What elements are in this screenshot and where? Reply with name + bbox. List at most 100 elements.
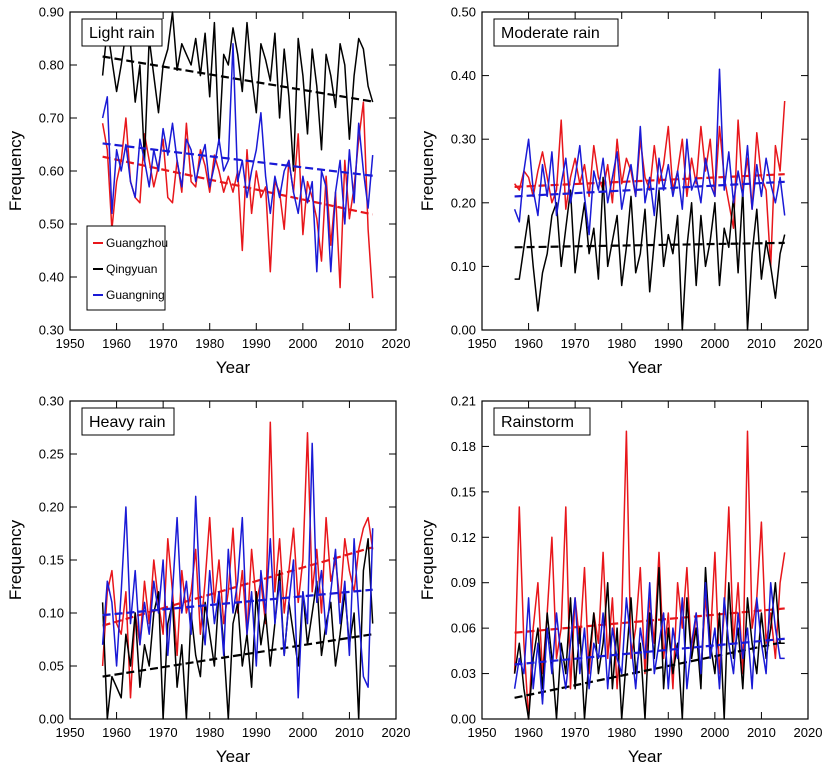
x-tick-label: 2020 bbox=[794, 725, 823, 740]
x-tick-label: 2020 bbox=[794, 336, 823, 351]
y-tick-label: 0.50 bbox=[39, 217, 64, 232]
x-tick-label: 1970 bbox=[561, 336, 590, 351]
x-tick-label: 1950 bbox=[468, 336, 497, 351]
legend-label-qingyuan: Qingyuan bbox=[106, 262, 157, 276]
x-tick-label: 2010 bbox=[747, 725, 776, 740]
trend-line-guangning bbox=[514, 637, 785, 666]
panel-title: Heavy rain bbox=[89, 414, 165, 431]
x-tick-label: 1990 bbox=[242, 336, 271, 351]
legend-label-guangzhou: Guangzhou bbox=[106, 236, 168, 250]
panel-heavy-rain: 1950 1960 1970 1980 1990 2000 2010 2020 0.00 0.05… bbox=[6, 394, 410, 767]
y-tick-label: 0.15 bbox=[451, 484, 476, 499]
y-tick-label: 0.40 bbox=[39, 270, 64, 285]
plot-frame bbox=[481, 400, 809, 720]
y-tick-label: 0.30 bbox=[39, 323, 64, 338]
series-line-qingyuan bbox=[101, 11, 374, 172]
series-line-guangzhou bbox=[101, 421, 374, 699]
y-tick-label: 0.20 bbox=[451, 195, 476, 210]
trend-line-guangning bbox=[102, 588, 373, 617]
x-tick-label: 2000 bbox=[700, 336, 729, 351]
trend-line-qingyuan bbox=[514, 241, 785, 249]
trend-line-guangning bbox=[514, 180, 785, 198]
x-tick-label: 1960 bbox=[514, 725, 543, 740]
trend-line-qingyuan bbox=[102, 633, 373, 678]
x-axis-title: Year bbox=[628, 358, 663, 377]
x-tick-label: 1980 bbox=[195, 336, 224, 351]
panel-title-box bbox=[493, 407, 591, 436]
series-line-guangning bbox=[101, 43, 374, 273]
x-tick-label: 1950 bbox=[56, 725, 85, 740]
y-axis-title: Frequency bbox=[418, 130, 437, 211]
panel-title-box bbox=[81, 407, 175, 436]
y-tick-label: 0.06 bbox=[451, 621, 476, 636]
y-tick-label: 0.12 bbox=[451, 530, 476, 545]
x-tick-label: 1990 bbox=[654, 725, 683, 740]
x-tick-label: 1950 bbox=[56, 336, 85, 351]
y-tick-label: 0.15 bbox=[39, 553, 64, 568]
y-tick-label: 0.50 bbox=[451, 5, 476, 20]
y-tick-label: 0.30 bbox=[451, 132, 476, 147]
panel-title: Moderate rain bbox=[501, 25, 600, 42]
x-tick-label: 1970 bbox=[149, 336, 178, 351]
y-axis-title: Frequency bbox=[418, 519, 437, 600]
series-line-guangning bbox=[513, 68, 786, 236]
panel-title-box bbox=[493, 18, 619, 47]
y-tick-label: 0.10 bbox=[39, 606, 64, 621]
y-tick-label: 0.40 bbox=[451, 68, 476, 83]
y-tick-label: 0.20 bbox=[39, 500, 64, 515]
y-tick-label: 0.18 bbox=[451, 439, 476, 454]
x-tick-label: 2010 bbox=[335, 725, 364, 740]
x-tick-label: 2020 bbox=[382, 725, 411, 740]
x-tick-label: 1980 bbox=[195, 725, 224, 740]
series-line-guangning bbox=[513, 581, 785, 705]
x-axis-title: Year bbox=[628, 747, 663, 766]
y-tick-label: 0.00 bbox=[451, 712, 476, 727]
x-tick-label: 1970 bbox=[561, 725, 590, 740]
x-tick-label: 2000 bbox=[700, 725, 729, 740]
y-tick-label: 0.03 bbox=[451, 666, 476, 681]
plot-frame bbox=[481, 11, 809, 331]
y-axis-title: Frequency bbox=[6, 130, 25, 211]
legend: Guangzhou Qingyuan Guangning bbox=[86, 225, 168, 311]
series-line-guangning bbox=[101, 442, 374, 699]
x-tick-label: 2020 bbox=[382, 336, 411, 351]
x-axis-title: Year bbox=[216, 358, 251, 377]
panel-title-box bbox=[81, 18, 163, 47]
trend-line-guangning bbox=[102, 142, 373, 177]
panel-title: Light rain bbox=[89, 25, 155, 42]
y-tick-label: 0.70 bbox=[39, 111, 64, 126]
y-tick-label: 0.90 bbox=[39, 5, 64, 20]
y-tick-label: 0.80 bbox=[39, 58, 64, 73]
y-axis-title: Frequency bbox=[6, 519, 25, 600]
panel-light-rain: 1950 1960 1970 1980 1990 2000 2010 2020 0.30 0.40… bbox=[6, 5, 410, 378]
x-tick-label: 2000 bbox=[288, 725, 317, 740]
y-tick-label: 0.00 bbox=[451, 323, 476, 338]
y-tick-label: 0.25 bbox=[39, 447, 64, 462]
x-tick-label: 1990 bbox=[242, 725, 271, 740]
trend-line-qingyuan bbox=[102, 55, 373, 103]
x-tick-label: 1960 bbox=[102, 725, 131, 740]
panel-moderate-rain: 1950 1960 1970 1980 1990 2000 2010 2020 0.00 0.10… bbox=[418, 5, 822, 378]
x-tick-label: 2010 bbox=[747, 336, 776, 351]
y-tick-label: 0.10 bbox=[451, 259, 476, 274]
legend-label-guangning: Guangning bbox=[106, 288, 165, 302]
x-tick-label: 2010 bbox=[335, 336, 364, 351]
x-tick-label: 1980 bbox=[607, 336, 636, 351]
series-line-qingyuan bbox=[513, 566, 785, 720]
x-tick-label: 2000 bbox=[288, 336, 317, 351]
x-tick-label: 1970 bbox=[149, 725, 178, 740]
trend-line-guangzhou bbox=[102, 546, 374, 627]
panel-title: Rainstorm bbox=[501, 414, 574, 431]
x-tick-label: 1980 bbox=[607, 725, 636, 740]
y-tick-label: 0.60 bbox=[39, 164, 64, 179]
x-tick-label: 1950 bbox=[468, 725, 497, 740]
y-tick-label: 0.09 bbox=[451, 575, 476, 590]
x-axis-title: Year bbox=[216, 747, 251, 766]
panel-rainstorm: 1950 1960 1970 1980 1990 2000 2010 2020 0.00 0.03… bbox=[418, 394, 822, 767]
series-line-qingyuan bbox=[514, 176, 786, 331]
x-tick-label: 1990 bbox=[654, 336, 683, 351]
y-tick-label: 0.30 bbox=[39, 394, 64, 409]
x-tick-label: 1960 bbox=[514, 336, 543, 351]
trend-line-qingyuan bbox=[514, 640, 785, 699]
